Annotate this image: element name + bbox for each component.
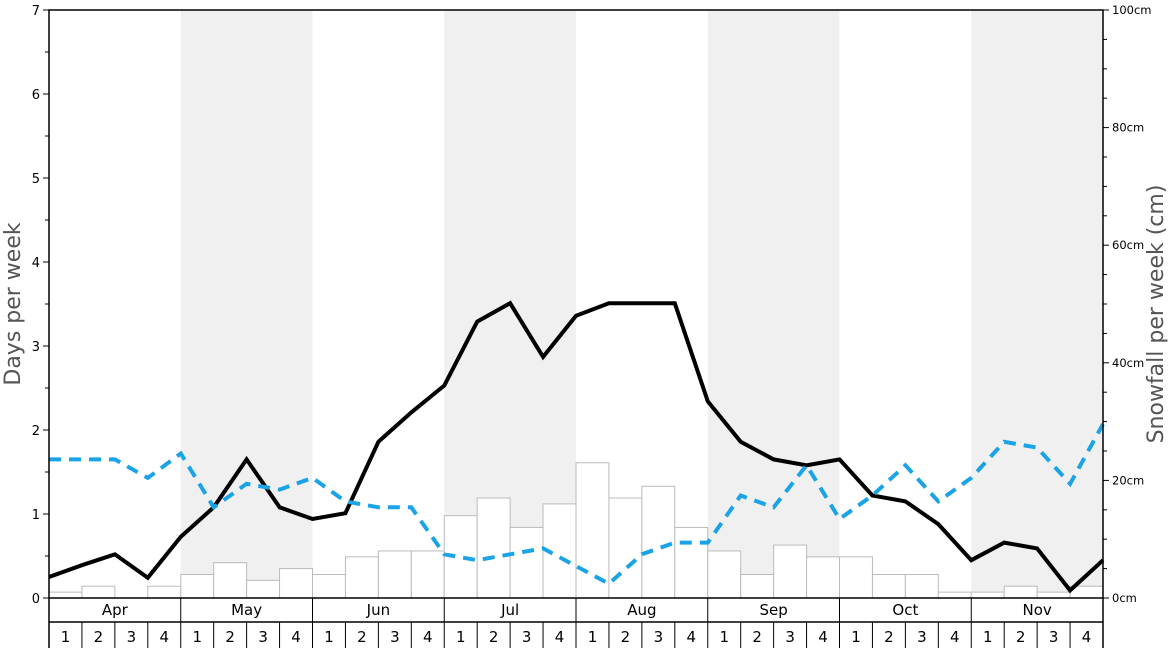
left-tick-label: 4 <box>32 256 40 271</box>
snowfall-bar <box>180 573 215 599</box>
week-label: 1 <box>324 628 334 646</box>
snowfall-bar <box>575 462 610 599</box>
left-tick-label: 7 <box>32 4 40 19</box>
week-label: 4 <box>818 628 828 646</box>
snowfall-bar <box>641 485 676 599</box>
week-label: 4 <box>160 628 170 646</box>
week-label: 3 <box>127 628 137 646</box>
snowfall-bar <box>476 497 511 599</box>
left-tick-label: 2 <box>32 424 40 439</box>
snowfall-bar <box>871 573 906 599</box>
snowfall-bar <box>410 550 445 599</box>
week-label: 3 <box>917 628 927 646</box>
solid-series-line <box>48 300 1105 594</box>
right-axis: 0cm 20cm 40cm 60cm 80cm 100cm <box>1103 3 1151 605</box>
month-label-aug: Aug <box>627 601 656 619</box>
week-label: 4 <box>687 628 697 646</box>
week-label: 3 <box>390 628 400 646</box>
week-label: 2 <box>94 628 104 646</box>
month-shade-may <box>180 10 313 598</box>
snowfall-bar <box>81 585 116 599</box>
week-label: 1 <box>719 628 729 646</box>
week-label: 1 <box>61 628 71 646</box>
snowfall-bar <box>509 526 544 599</box>
month-shade-sep <box>707 10 840 598</box>
week-label: 4 <box>423 628 433 646</box>
left-tick-label: 0 <box>32 592 40 607</box>
snowfall-bar <box>147 585 182 599</box>
week-label: 2 <box>752 628 762 646</box>
week-label: 3 <box>258 628 268 646</box>
week-label: 3 <box>654 628 664 646</box>
month-label-sep: Sep <box>759 601 787 619</box>
right-tick-label: 100cm <box>1112 3 1151 17</box>
snowfall-bar <box>312 573 346 599</box>
series-lines <box>48 300 1105 594</box>
snowfall-bar <box>344 556 379 599</box>
left-tick-label: 5 <box>32 172 40 187</box>
week-label: 2 <box>357 628 367 646</box>
month-label-nov: Nov <box>1022 601 1051 619</box>
snowfall-bar <box>608 497 643 599</box>
week-label: 4 <box>950 628 960 646</box>
snowfall-bar <box>674 526 709 599</box>
snowfall-bar <box>246 579 281 599</box>
snowfall-bar <box>279 568 313 599</box>
right-tick-label: 40cm <box>1112 356 1144 370</box>
month-label-may: May <box>231 601 262 619</box>
month-label-jun: Jun <box>366 601 390 619</box>
week-label: 2 <box>225 628 235 646</box>
week-label: 1 <box>456 628 466 646</box>
week-label: 1 <box>983 628 993 646</box>
week-row: 1 2 3 4 1 2 3 4 1 2 3 4 1 2 3 4 1 2 3 4 1 2 3 4 1 2 3 4 1 2 3 4 <box>61 622 1092 648</box>
week-label: 2 <box>621 628 631 646</box>
month-label-jul: Jul <box>500 601 519 619</box>
left-axis-title: Days per week <box>1 222 26 385</box>
month-shade-nov <box>971 10 1103 598</box>
snowfall-bar <box>1036 591 1071 599</box>
snowfall-bar <box>1003 585 1038 599</box>
left-tick-label: 1 <box>32 508 40 523</box>
week-label: 2 <box>489 628 499 646</box>
snowfall-bar <box>740 573 775 599</box>
right-tick-label: 20cm <box>1112 473 1144 487</box>
month-label-oct: Oct <box>892 601 918 619</box>
dashed-series-line <box>49 423 1105 587</box>
week-label: 1 <box>851 628 861 646</box>
week-label: 4 <box>291 628 301 646</box>
week-label: 2 <box>1016 628 1026 646</box>
week-label: 3 <box>522 628 532 646</box>
snowfall-bar <box>937 591 972 599</box>
week-label: 4 <box>555 628 565 646</box>
month-label-apr: Apr <box>102 601 129 619</box>
week-label: 4 <box>1082 628 1092 646</box>
week-label: 1 <box>588 628 598 646</box>
snowfall-bar <box>377 550 412 599</box>
week-label: 3 <box>785 628 795 646</box>
snowfall-bar <box>904 573 939 599</box>
snowfall-bar <box>773 544 808 599</box>
month-row: Apr May Jun Jul Aug Sep Oct Nov <box>48 598 1104 648</box>
week-label: 2 <box>884 628 894 646</box>
week-label: 1 <box>192 628 202 646</box>
week-label: 3 <box>1049 628 1059 646</box>
snowfall-bar <box>213 562 248 599</box>
left-tick-label: 6 <box>32 88 40 103</box>
snowfall-bar <box>970 591 1005 599</box>
left-axis: 0 1 2 3 4 5 6 7 <box>32 4 49 607</box>
snowfall-bar <box>48 591 83 599</box>
right-tick-label: 0cm <box>1112 591 1137 605</box>
right-axis-title: Snowfall per week (cm) <box>1144 185 1168 444</box>
snowfall-bar <box>707 550 742 599</box>
right-tick-label: 80cm <box>1112 121 1144 135</box>
snowfall-bar <box>839 556 873 599</box>
right-tick-label: 60cm <box>1112 238 1144 252</box>
left-tick-label: 3 <box>32 340 40 355</box>
snowfall-bar <box>806 556 840 599</box>
